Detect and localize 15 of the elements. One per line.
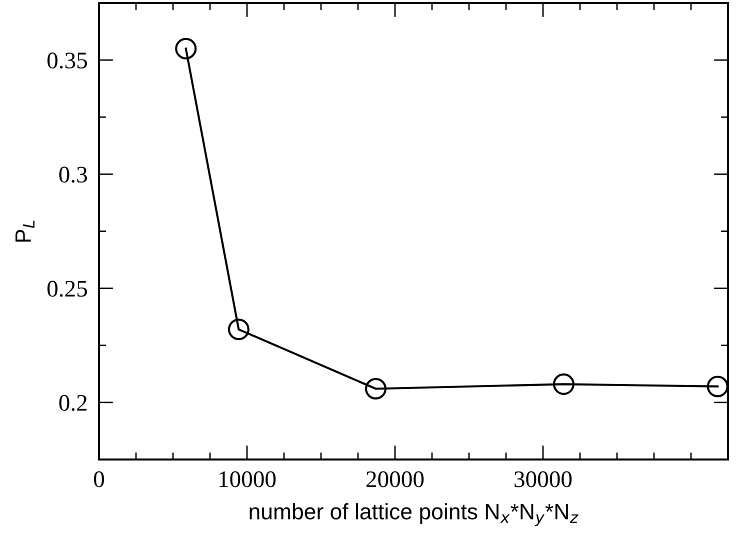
x-tick-label: 10000 (220, 471, 276, 488)
y-tick-label: 0.25 (47, 280, 87, 297)
point (706, 376, 728, 398)
y-tick-label: 0.35 (47, 52, 87, 69)
point (228, 318, 250, 340)
x-tick-label: 20000 (366, 471, 424, 488)
y-axis-title: P$_{L}$ (16, 220, 34, 242)
y-tick-label: 0.3 (59, 166, 87, 183)
point (364, 378, 387, 400)
x-tick-label: 30000 (514, 471, 572, 488)
point (175, 38, 197, 60)
point (552, 373, 574, 395)
y-tick-label: 0.2 (59, 394, 87, 411)
x-tick-label: 0 (94, 471, 104, 488)
x-axis-title: number of lattice points N$_{x}$*N$_{y}$*N$_{z}$ (250, 503, 578, 526)
